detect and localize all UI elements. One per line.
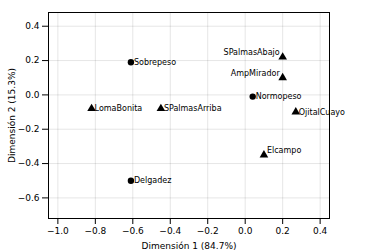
svg-text:0.2: 0.2 [25,55,39,65]
svg-text:Dimensión 1 (84.7%): Dimensión 1 (84.7%) [142,241,237,251]
svg-text:0.2: 0.2 [276,226,290,236]
svg-text:0.0: 0.0 [238,226,253,236]
svg-text:−0.4: −0.4 [159,226,181,236]
svg-text:−0.4: −0.4 [18,158,40,168]
svg-text:SPalmasAbajo: SPalmasAbajo [224,48,280,57]
svg-text:Normopeso: Normopeso [256,92,302,101]
svg-text:Delgadez: Delgadez [134,176,171,185]
svg-text:0.0: 0.0 [25,90,40,100]
svg-text:Dimensión 2 (15.3%): Dimensión 2 (15.3%) [7,68,17,163]
svg-text:AmpMirador: AmpMirador [231,69,281,78]
svg-text:SPalmasArriba: SPalmasArriba [164,104,222,113]
svg-text:Elcampo: Elcampo [267,146,301,155]
svg-text:−0.6: −0.6 [18,193,40,203]
svg-text:LomaBonita: LomaBonita [95,104,143,113]
svg-text:−0.2: −0.2 [18,124,40,134]
svg-text:0.4: 0.4 [25,21,40,31]
svg-text:−1.0: −1.0 [47,226,69,236]
svg-text:Sobrepeso: Sobrepeso [134,58,176,67]
svg-text:−0.2: −0.2 [197,226,219,236]
svg-text:−0.6: −0.6 [122,226,144,236]
svg-text:0.4: 0.4 [313,226,328,236]
svg-text:−0.8: −0.8 [84,226,106,236]
svg-text:OjitalCuayo: OjitalCuayo [299,108,345,117]
